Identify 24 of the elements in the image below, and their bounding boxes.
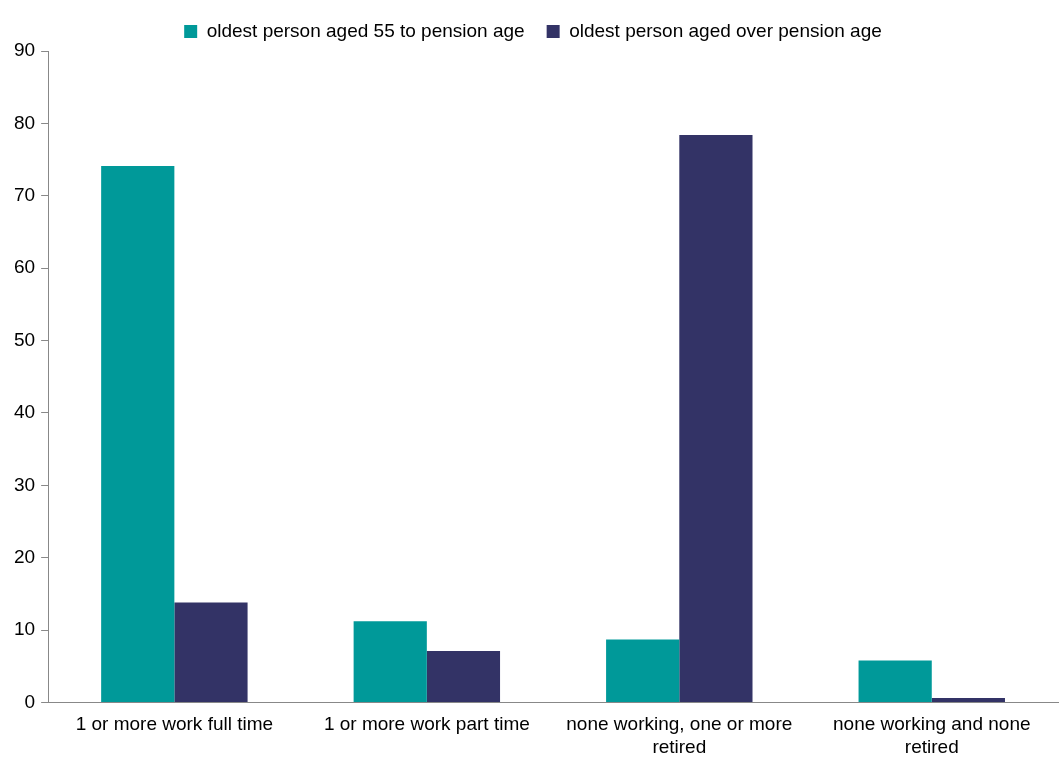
bar [353,621,427,702]
x-tick-label: 1 or more work part time [323,713,530,735]
bar [931,698,1005,702]
y-tick-label: 80 [13,111,36,133]
y-tick-label: 0 [24,690,36,712]
bar [858,660,932,702]
bar [679,134,753,702]
y-tick-label: 30 [13,473,36,495]
y-tick-label: 70 [13,183,36,205]
y-tick-label: 90 [13,39,36,61]
bar [606,639,680,702]
x-tick-label: none working and none retired [832,713,1031,757]
y-tick-label: 10 [13,618,36,640]
y-tick-label: 40 [13,401,36,423]
x-tick-label: none working, one or more retired [566,713,793,757]
y-tick-label: 60 [13,256,36,278]
legend-label: oldest person aged over pension age [569,19,882,41]
bar [101,166,175,702]
x-tick-label: 1 or more work full time [75,713,274,735]
y-tick-label: 20 [13,545,36,567]
bar [174,602,248,702]
bar [426,651,501,702]
y-tick-label: 50 [13,328,36,350]
legend-label: oldest person aged 55 to pension age [206,19,525,41]
